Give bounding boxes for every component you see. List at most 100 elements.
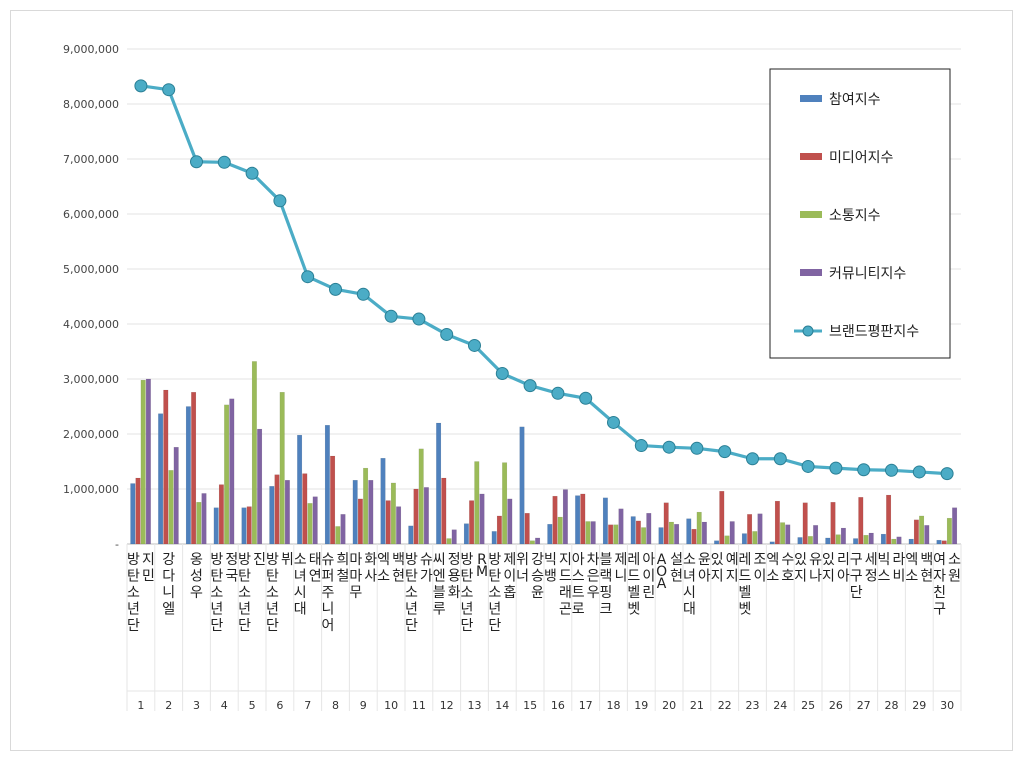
line-point xyxy=(829,461,843,475)
bar-series-1 xyxy=(130,406,942,545)
rank-label: 6 xyxy=(276,699,283,712)
rank-label: 18 xyxy=(607,699,621,712)
bar xyxy=(446,538,452,545)
bar xyxy=(441,477,447,545)
bar xyxy=(436,422,442,545)
bar xyxy=(835,534,841,545)
rank-label: 3 xyxy=(193,699,200,712)
bar xyxy=(863,535,869,545)
bar xyxy=(324,425,330,545)
bar xyxy=(880,533,886,545)
bar xyxy=(279,392,285,545)
category-label: 소 녀 시 대태 연 xyxy=(294,552,322,618)
bar xyxy=(668,521,674,545)
bar xyxy=(936,539,942,545)
rank-label: 13 xyxy=(468,699,482,712)
rank-label: 24 xyxy=(773,699,787,712)
y-tick-label: 2,000,000 xyxy=(63,428,119,441)
line-point xyxy=(857,463,871,477)
bar xyxy=(701,521,707,545)
bar xyxy=(813,525,819,545)
bar xyxy=(312,496,318,545)
category-label: 엑 소백 현 xyxy=(905,552,933,585)
line-series xyxy=(134,79,954,481)
bar xyxy=(196,502,202,545)
category-label: 방 탄 소 년 단뷔 xyxy=(266,552,294,634)
legend-label: 소통지수 xyxy=(829,208,881,224)
line-point xyxy=(273,194,287,208)
bar xyxy=(519,426,525,545)
bar xyxy=(496,515,502,545)
rank-label: 23 xyxy=(746,699,760,712)
bar xyxy=(840,527,846,545)
y-axis-ticks: - 1,000,000 2,000,000 3,000,000 4,000,000 5,0… xyxy=(63,43,119,551)
bar xyxy=(547,524,553,545)
bar xyxy=(635,520,641,545)
line-point xyxy=(746,452,759,466)
line-point xyxy=(134,79,148,93)
rank-label: 25 xyxy=(801,699,815,712)
category-label: 위 너강 승 윤 xyxy=(516,552,544,601)
bar xyxy=(913,519,919,545)
legend-swatch-marker xyxy=(802,325,814,337)
bar xyxy=(919,515,925,545)
rank-label: 4 xyxy=(221,699,228,712)
bar xyxy=(418,448,424,545)
bar xyxy=(284,480,290,545)
bar xyxy=(580,493,586,545)
bar xyxy=(201,493,207,545)
legend-swatch xyxy=(800,153,822,160)
bar xyxy=(924,525,930,545)
bar xyxy=(229,398,235,545)
category-label: 레 드 벨 벳아 이 린 xyxy=(627,552,655,618)
rank-label: 28 xyxy=(885,699,899,712)
bar xyxy=(474,461,480,545)
line-point xyxy=(579,391,593,405)
rank-label: 29 xyxy=(912,699,926,712)
rank-label: 30 xyxy=(940,699,954,712)
bar xyxy=(747,514,753,545)
bar xyxy=(224,404,230,545)
bar xyxy=(858,497,864,545)
rank-label: 17 xyxy=(579,699,593,712)
gridlines xyxy=(127,48,961,545)
line-point xyxy=(162,83,176,97)
legend-swatch xyxy=(800,269,822,276)
bar xyxy=(613,524,619,545)
legend-label: 브랜드평판지수 xyxy=(829,324,919,340)
y-tick-label: 4,000,000 xyxy=(63,318,119,331)
bar xyxy=(213,507,219,545)
bar xyxy=(269,486,275,545)
bar xyxy=(408,525,414,545)
bar xyxy=(724,535,730,545)
bar-series-3 xyxy=(140,361,952,545)
bar xyxy=(491,531,497,545)
bar xyxy=(191,392,197,545)
y-tick-label: 9,000,000 xyxy=(63,43,119,56)
bar xyxy=(797,537,803,545)
bar xyxy=(618,508,624,545)
bar xyxy=(886,494,892,545)
bar xyxy=(246,506,252,545)
line-point xyxy=(912,465,926,479)
bar xyxy=(524,513,530,545)
bar xyxy=(251,361,257,545)
bar xyxy=(896,536,902,545)
rank-label: 14 xyxy=(495,699,509,712)
y-tick-label: 7,000,000 xyxy=(63,153,119,166)
x-axis-rank-labels: 1 2 3 4 5 6 7 8 9 10 11 12 13 14 15 16 17 18 19 20 21 22 23 24 2… xyxy=(137,699,954,712)
bar xyxy=(590,521,596,545)
bar xyxy=(335,526,341,545)
category-label: 엑 소수 호 xyxy=(766,552,794,585)
y-tick-label: 3,000,000 xyxy=(63,373,119,386)
rank-label: 15 xyxy=(523,699,537,712)
bar xyxy=(352,480,358,545)
bar xyxy=(479,493,485,545)
category-label: 방 탄 소 년 단진 xyxy=(238,552,266,634)
line-point xyxy=(384,309,398,323)
bar xyxy=(741,533,747,545)
category-label: 있 지예 지 xyxy=(711,552,739,585)
bar xyxy=(302,473,308,545)
bar xyxy=(469,500,475,545)
